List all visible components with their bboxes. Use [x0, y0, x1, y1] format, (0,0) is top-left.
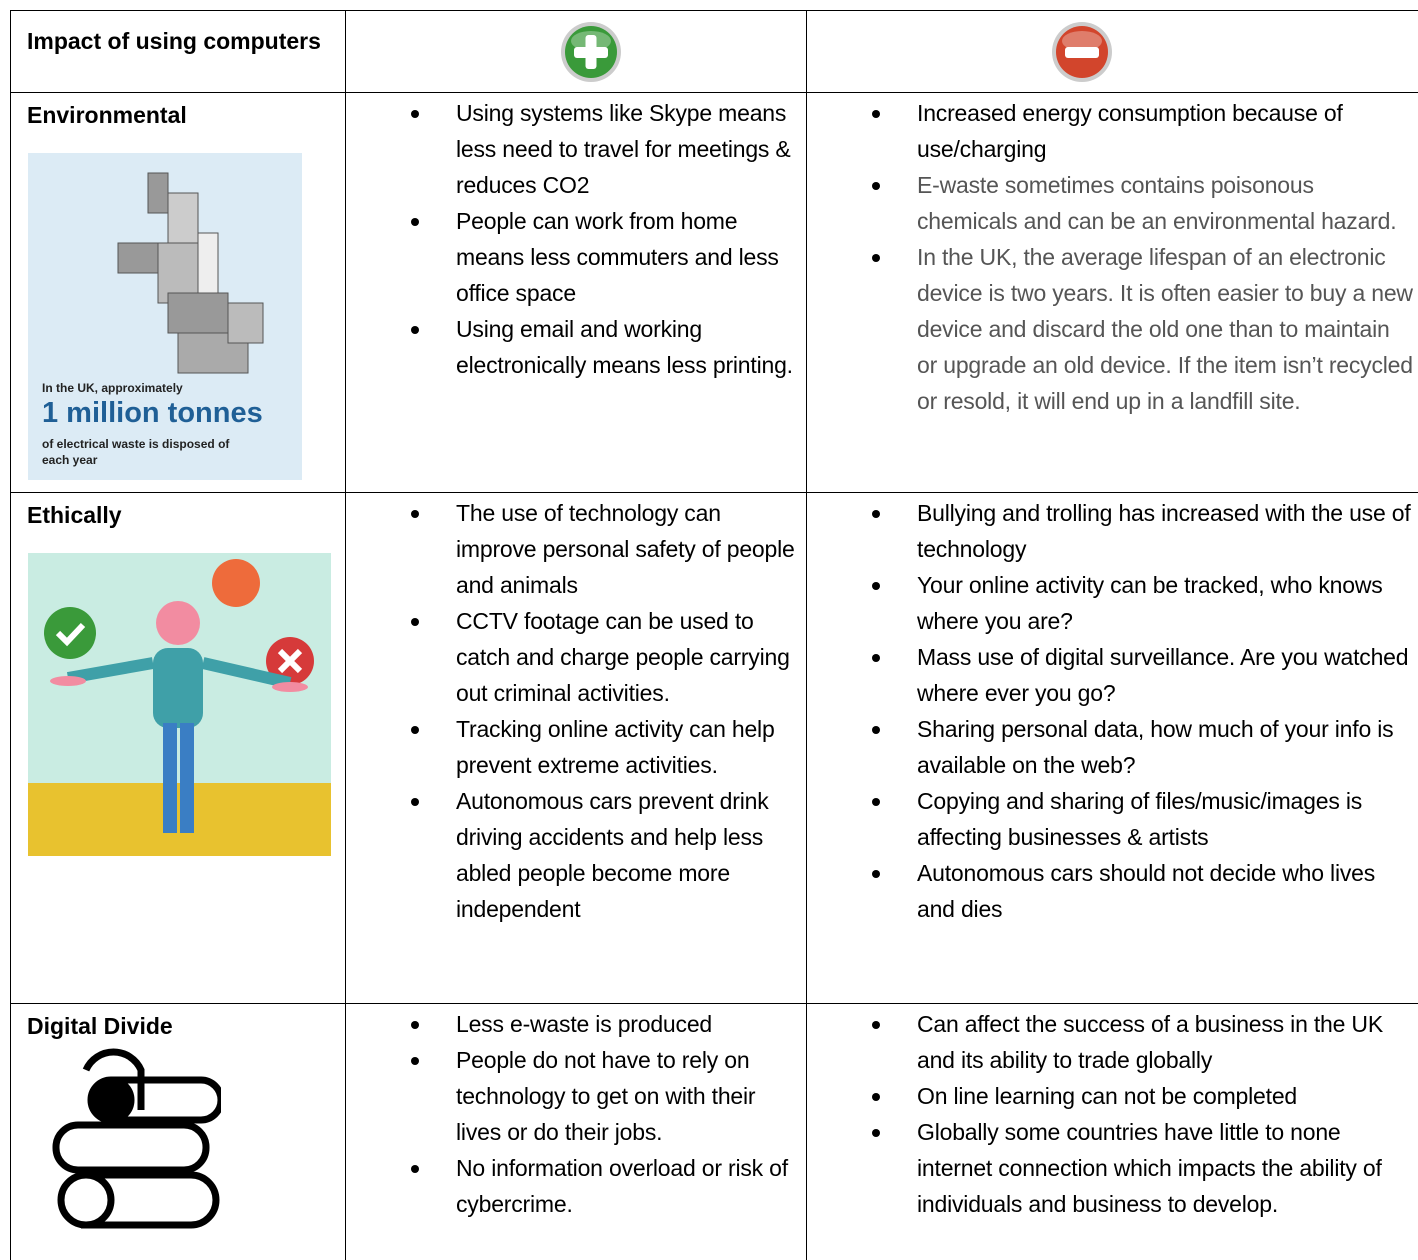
bullet-item: No information overload or risk of cyber…	[411, 1150, 800, 1222]
device-pile	[117, 172, 264, 374]
table-cell: Less e-waste is produced People do not ha…	[345, 1003, 806, 1260]
bullet-item: In the UK, the average lifespan of an el…	[872, 239, 1414, 419]
bullet-item: Autonomous cars should not decide who li…	[872, 855, 1414, 927]
bullet-item: Copying and sharing of files/music/image…	[872, 783, 1414, 855]
bullet-list: Bullying and trolling has increased with…	[872, 495, 1414, 927]
table-cell: Can affect the success of a business in …	[806, 1003, 1418, 1260]
table-cell	[806, 10, 1418, 92]
bullet-list: The use of technology can improve person…	[411, 495, 800, 927]
infographic-intro: In the UK, approximately	[42, 381, 183, 395]
bullet-item: The use of technology can improve person…	[411, 495, 800, 603]
divide-illustration	[52, 1048, 225, 1229]
bullet-list: Less e-waste is produced People do not ha…	[411, 1006, 800, 1222]
table-cell	[345, 10, 806, 92]
bullet-item: CCTV footage can be used to catch and ch…	[411, 603, 800, 711]
bullet-list: Can affect the success of a business in …	[872, 1006, 1414, 1222]
infographic-figure: 1 million tonnes	[42, 397, 263, 429]
bullet-item: Globally some countries have little to n…	[872, 1114, 1414, 1222]
bullet-item: On line learning can not be completed	[872, 1078, 1414, 1114]
row-label: Digital Divide	[27, 1013, 173, 1039]
table-cell: Ethically	[10, 492, 345, 1003]
bullet-item: Bullying and trolling has increased with…	[872, 495, 1414, 567]
ethics-image	[28, 553, 331, 856]
bullet-item: Your online activity can be tracked, who…	[872, 567, 1414, 639]
bullet-item: Using email and working electronically m…	[411, 311, 800, 383]
minus-icon	[1052, 22, 1112, 82]
table-cell: Environmental In the UK, approximately 1 m…	[10, 92, 345, 492]
bullet-item: Can affect the success of a business in …	[872, 1006, 1414, 1078]
table-cell: Bullying and trolling has increased with…	[806, 492, 1418, 1003]
bullet-item: Using systems like Skype means less need…	[411, 95, 800, 203]
infographic-outro: of electrical waste is disposed of each …	[42, 437, 230, 467]
ethics-illustration	[28, 553, 331, 856]
bullet-list: Increased energy consumption because of …	[872, 95, 1414, 419]
plus-icon	[561, 22, 621, 82]
bullet-item: People can work from home means less com…	[411, 203, 800, 311]
bullet-item: E-waste sometimes contains poisonous che…	[872, 167, 1414, 239]
bullet-item: Tracking online activity can help preven…	[411, 711, 800, 783]
row-label: Ethically	[27, 502, 122, 528]
bullet-item: People do not have to rely on technology…	[411, 1042, 800, 1150]
bullet-list: Using systems like Skype means less need…	[411, 95, 800, 383]
table-cell: Digital Divide	[10, 1003, 345, 1260]
divide-icon	[51, 1040, 225, 1240]
bullet-item: Autonomous cars prevent drink driving ac…	[411, 783, 800, 927]
table-cell: Impact of using computers	[10, 10, 345, 92]
bullet-item: Increased energy consumption because of …	[872, 95, 1414, 167]
row-label: Environmental	[27, 102, 187, 128]
table-cell: Using systems like Skype means less need…	[345, 92, 806, 492]
infographic: In the UK, approximately 1 million tonnes…	[28, 153, 302, 480]
bullet-item: Sharing personal data, how much of your …	[872, 711, 1414, 783]
bullet-item: Less e-waste is produced	[411, 1006, 800, 1042]
table-cell: The use of technology can improve person…	[345, 492, 806, 1003]
bullet-item: Mass use of digital surveillance. Are yo…	[872, 639, 1414, 711]
table-cell: Increased energy consumption because of …	[806, 92, 1418, 492]
header-label: Impact of using computers	[27, 28, 321, 54]
